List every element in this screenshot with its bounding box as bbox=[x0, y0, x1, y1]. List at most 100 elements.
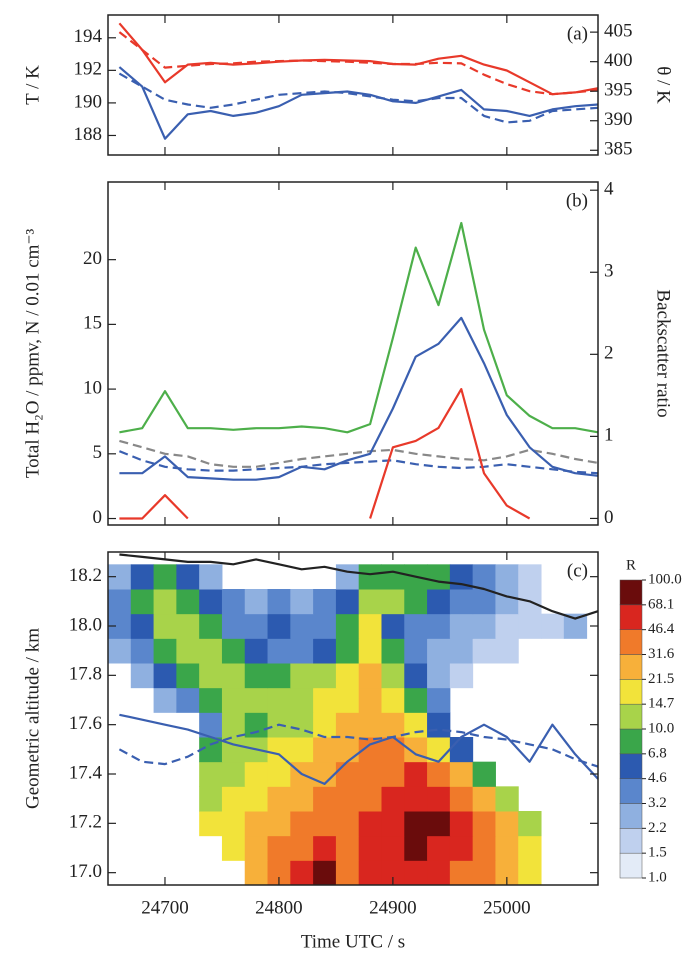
heat-cell bbox=[290, 737, 314, 763]
heat-cell bbox=[404, 663, 428, 689]
heat-cell bbox=[153, 638, 177, 664]
heat-cell bbox=[472, 638, 496, 664]
heat-cell bbox=[335, 811, 360, 837]
heat-cell bbox=[335, 860, 360, 886]
y2-tick-label: 405 bbox=[604, 20, 633, 41]
colorbar-label: 1.0 bbox=[648, 869, 667, 885]
heat-cell bbox=[381, 835, 405, 861]
y-tick-label: 10 bbox=[83, 377, 102, 398]
heat-cell bbox=[313, 786, 337, 812]
heat-cell bbox=[313, 860, 337, 886]
data-line bbox=[119, 388, 531, 520]
heat-cell bbox=[313, 811, 337, 837]
colorbar-title: R bbox=[626, 557, 636, 573]
colorbar-box bbox=[619, 629, 643, 655]
colorbar-label: 46.4 bbox=[648, 621, 675, 637]
panel-label: (c) bbox=[567, 560, 588, 581]
heat-cell bbox=[472, 761, 496, 787]
y2-tick-label: 3 bbox=[604, 261, 614, 282]
heat-cell bbox=[381, 737, 405, 763]
plot-frame bbox=[107, 14, 599, 156]
heat-cell bbox=[153, 687, 177, 713]
colorbar-label: 4.6 bbox=[648, 770, 667, 786]
heat-cell bbox=[427, 712, 451, 738]
heat-cell bbox=[427, 835, 451, 861]
heat-cell bbox=[221, 589, 246, 615]
heat-cell bbox=[358, 761, 382, 787]
panel-label: (a) bbox=[567, 23, 588, 44]
heat-cell bbox=[313, 638, 337, 664]
heat-cell bbox=[313, 687, 337, 713]
colorbar-box bbox=[619, 654, 643, 680]
heat-cell bbox=[130, 613, 155, 639]
colorbar-label: 31.6 bbox=[648, 646, 675, 662]
heat-cell bbox=[472, 589, 496, 615]
heat-cell bbox=[221, 761, 246, 787]
heat-cell bbox=[358, 786, 382, 812]
colorbar-box bbox=[619, 778, 643, 804]
heat-cell bbox=[130, 564, 155, 590]
heat-cell bbox=[108, 613, 132, 639]
heat-cell bbox=[290, 589, 314, 615]
heat-cell bbox=[495, 613, 519, 639]
x-tick-label: 24800 bbox=[255, 897, 303, 918]
y2-tick-label: 395 bbox=[604, 80, 633, 101]
y-tick-label: 17.8 bbox=[69, 664, 102, 685]
heat-cell bbox=[427, 786, 451, 812]
heat-cell bbox=[335, 638, 360, 664]
heat-cell bbox=[153, 589, 177, 615]
heat-cell bbox=[244, 712, 269, 738]
heat-cell bbox=[449, 663, 474, 689]
y2-tick-label: 2 bbox=[604, 343, 614, 364]
heat-cell bbox=[381, 564, 405, 590]
heat-cell bbox=[449, 786, 474, 812]
heat-cell bbox=[244, 638, 269, 664]
heat-cell bbox=[108, 589, 132, 615]
heat-cell bbox=[472, 786, 496, 812]
y-tick-label: 17.2 bbox=[69, 812, 102, 833]
heat-cell bbox=[244, 811, 269, 837]
heat-cell bbox=[199, 761, 223, 787]
heat-cell bbox=[518, 860, 542, 886]
heat-cell bbox=[404, 860, 428, 886]
heat-cell bbox=[199, 712, 223, 738]
heat-cell bbox=[313, 737, 337, 763]
data-line bbox=[118, 450, 599, 475]
heat-cell bbox=[335, 737, 360, 763]
heat-cell bbox=[176, 613, 200, 639]
x-tick-label: 25000 bbox=[483, 897, 531, 918]
heat-cell bbox=[427, 663, 451, 689]
x-axis-label: Time UTC / s bbox=[301, 931, 405, 952]
heat-cell bbox=[381, 663, 405, 689]
heat-cell bbox=[472, 835, 496, 861]
heat-cell bbox=[267, 786, 291, 812]
heat-cell bbox=[518, 811, 542, 837]
heat-cell bbox=[221, 712, 246, 738]
heat-cell bbox=[495, 564, 519, 590]
heat-cell bbox=[381, 761, 405, 787]
heat-cell bbox=[335, 835, 360, 861]
plot-frame bbox=[107, 551, 599, 886]
heat-cell bbox=[153, 613, 177, 639]
heat-cell bbox=[176, 687, 200, 713]
heat-cell bbox=[290, 786, 314, 812]
heat-cell bbox=[358, 663, 382, 689]
colorbar-label: 6.8 bbox=[648, 745, 667, 761]
data-line bbox=[119, 221, 599, 434]
heat-cell bbox=[290, 613, 314, 639]
heat-cell bbox=[381, 712, 405, 738]
heat-cell bbox=[495, 638, 519, 664]
heat-cell bbox=[221, 613, 246, 639]
heat-cell bbox=[313, 589, 337, 615]
heat-cell bbox=[244, 786, 269, 812]
heat-cell bbox=[404, 761, 428, 787]
y-tick-label: 15 bbox=[83, 313, 102, 334]
heat-cell bbox=[427, 589, 451, 615]
heat-cell bbox=[449, 811, 474, 837]
heat-cell bbox=[244, 613, 269, 639]
colorbar-box bbox=[619, 703, 643, 730]
heat-cell bbox=[381, 589, 405, 615]
heat-cell bbox=[449, 638, 474, 664]
heat-cell bbox=[358, 638, 382, 664]
